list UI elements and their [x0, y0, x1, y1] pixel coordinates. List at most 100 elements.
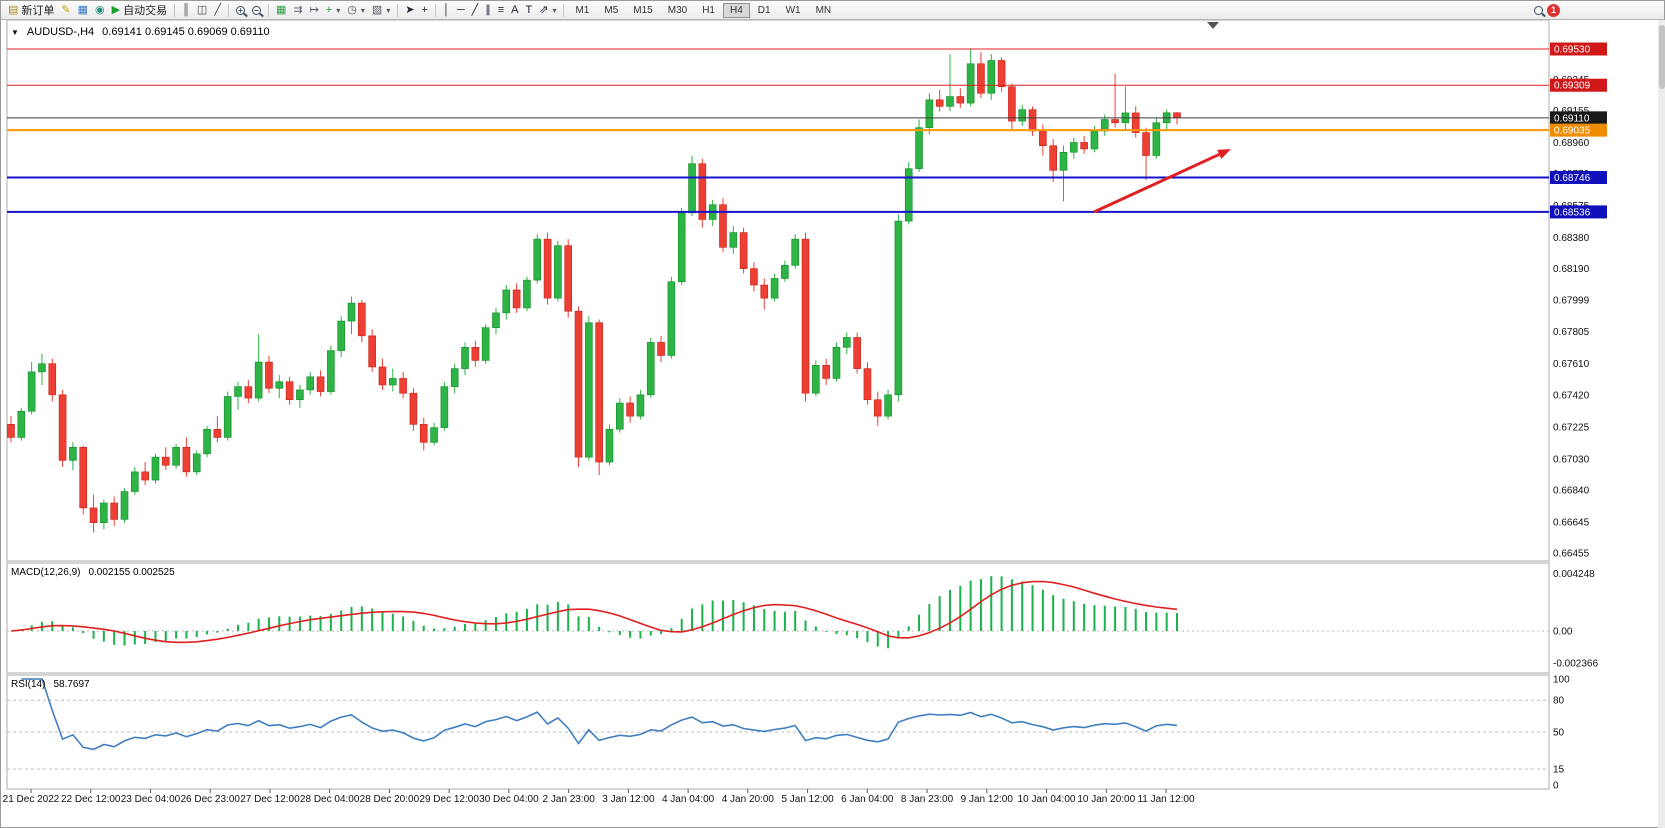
svg-text:50: 50	[1553, 728, 1565, 739]
candlestick-chart-icon[interactable]: ◫	[194, 2, 210, 19]
macd-label-row: MACD(12,26,9) 0.002155 0.002525	[11, 567, 175, 578]
svg-text:80: 80	[1553, 696, 1565, 707]
vertical-line-icon[interactable]: │	[440, 2, 453, 19]
bar-chart-icon[interactable]: ║	[179, 2, 193, 19]
text-icon[interactable]: A	[508, 2, 521, 19]
svg-text:0.67225: 0.67225	[1553, 422, 1590, 433]
price-lines[interactable]	[7, 48, 1549, 213]
chart-symbol-period: AUDUSD-,H4	[26, 26, 95, 38]
label-icon-glyph: T	[525, 3, 533, 16]
svg-text:26 Dec 23:00: 26 Dec 23:00	[180, 794, 240, 805]
autotrading-button[interactable]: ▶ 自动交易	[109, 2, 170, 19]
current-price-line-badge: 0.69110	[1550, 111, 1607, 125]
channel-icon[interactable]: ∥	[482, 2, 494, 19]
zoom-in-icon-glyph: +	[235, 5, 245, 15]
svg-text:30 Dec 04:00: 30 Dec 04:00	[479, 794, 539, 805]
svg-text:0.67420: 0.67420	[1553, 390, 1590, 401]
metaeditor-icon[interactable]: ✎	[58, 2, 73, 19]
crosshair-icon[interactable]: +	[419, 2, 431, 19]
chart-shift-icon[interactable]: ↦	[307, 2, 322, 19]
periods-icon-caret[interactable]: ▾	[360, 5, 365, 15]
svg-text:0.69110: 0.69110	[1554, 113, 1590, 124]
toolbar-separator	[563, 3, 565, 17]
fibonacci-icon-glyph: ≡	[497, 3, 505, 16]
svg-text:21 Dec 2022: 21 Dec 2022	[3, 794, 60, 805]
svg-text:28 Dec 20:00: 28 Dec 20:00	[360, 794, 420, 805]
cursor-icon[interactable]: ➤	[402, 2, 417, 19]
metaeditor-icon-glyph: ✎	[61, 3, 71, 16]
svg-text:0.68746: 0.68746	[1554, 173, 1591, 184]
main-toolbar: ▤ 新订单 ✎ ▦ ◉ ▶ 自动交易 ║ ◫ ╱ + − ▦ ⇉ ↦ + ▾ ◷ ▾ ▧ ▾ ➤ + │ ─ ╱ ∥ ≡ A T ⇗ ▾ M1 M…	[1, 1, 1664, 20]
rsi-label-row: RSI(14) 58.7697	[11, 679, 90, 690]
line-chart-icon[interactable]: ╱	[211, 2, 224, 19]
one-click-trading-toggle[interactable]: ▼	[11, 27, 19, 37]
svg-text:0.68190: 0.68190	[1553, 264, 1590, 275]
indicators-icon-glyph: +	[325, 3, 333, 16]
trendline-icon[interactable]: ╱	[469, 2, 482, 19]
arrows-icon-glyph: ⇗	[539, 3, 549, 16]
svg-text:3 Jan 12:00: 3 Jan 12:00	[602, 794, 655, 805]
periods-icon[interactable]: ◷ ▾	[344, 2, 368, 19]
vertical-line-icon-glyph: │	[442, 3, 450, 16]
timeframe-m30-button[interactable]: M30	[667, 4, 688, 16]
svg-text:-0.002366: -0.002366	[1553, 658, 1598, 669]
signals-icon[interactable]: ◉	[92, 2, 108, 19]
text-icon-glyph: A	[511, 3, 519, 16]
templates-icon-caret[interactable]: ▾	[386, 5, 391, 15]
timeframe-mn-button[interactable]: MN	[815, 4, 832, 16]
svg-text:0: 0	[1553, 781, 1559, 792]
toolbar-separator	[267, 3, 269, 17]
market-icon-glyph: ▦	[77, 3, 89, 16]
auto-scroll-icon[interactable]: ⇉	[290, 2, 305, 19]
zoom-out-icon[interactable]: −	[249, 2, 264, 19]
trend-arrow[interactable]	[1093, 149, 1231, 214]
svg-text:0.66645: 0.66645	[1553, 517, 1590, 528]
arrows-icon-caret[interactable]: ▾	[552, 5, 557, 15]
tile-windows-icon[interactable]: ▦	[273, 2, 289, 19]
timeframe-m15-button[interactable]: M15	[633, 4, 653, 16]
periods-icon-glyph: ◷	[347, 3, 357, 16]
horizontal-line-icon[interactable]: ─	[454, 2, 468, 19]
indicators-icon[interactable]: + ▾	[323, 2, 343, 19]
pivot-line-badge: 0.69035	[1550, 123, 1607, 137]
market-icon[interactable]: ▦	[75, 2, 91, 19]
label-icon[interactable]: T	[523, 2, 536, 19]
svg-text:8 Jan 23:00: 8 Jan 23:00	[901, 794, 954, 805]
timeframe-h1-button[interactable]: H1	[702, 4, 715, 16]
timeframe-h4-button[interactable]: H4	[722, 2, 750, 18]
svg-text:10 Jan 04:00: 10 Jan 04:00	[1018, 794, 1076, 805]
chart-shift-marker[interactable]	[1207, 22, 1219, 29]
svg-text:5 Jan 12:00: 5 Jan 12:00	[781, 794, 834, 805]
indicators-icon-caret[interactable]: ▾	[336, 5, 341, 15]
svg-text:9 Jan 12:00: 9 Jan 12:00	[961, 794, 1014, 805]
timeframe-m1-button[interactable]: M1	[575, 4, 590, 16]
timeframe-w1-button[interactable]: W1	[785, 4, 801, 16]
rsi-pane: 100 80 50 15 0	[7, 675, 1570, 792]
support-line-2-badge: 0.68536	[1550, 205, 1607, 219]
vertical-scrollbar[interactable]	[1658, 20, 1665, 828]
notification-badge[interactable]: 1	[1547, 3, 1560, 17]
svg-text:10 Jan 20:00: 10 Jan 20:00	[1077, 794, 1135, 805]
new-order-button[interactable]: ▤ 新订单	[5, 2, 57, 19]
templates-icon[interactable]: ▧ ▾	[369, 2, 393, 19]
time-axis[interactable]: 21 Dec 2022 22 Dec 12:00 23 Dec 04:00 26 De…	[3, 789, 1195, 805]
svg-text:0.66840: 0.66840	[1553, 485, 1590, 496]
svg-text:0.68536: 0.68536	[1554, 207, 1591, 218]
svg-text:15: 15	[1553, 765, 1565, 776]
svg-text:0.66455: 0.66455	[1553, 549, 1590, 560]
signals-icon-glyph: ◉	[95, 3, 105, 16]
candlestick-chart-icon-glyph: ◫	[196, 3, 208, 16]
arrows-icon[interactable]: ⇗ ▾	[536, 2, 559, 19]
fibonacci-icon[interactable]: ≡	[495, 2, 507, 19]
scrollbar-track[interactable]	[1658, 20, 1665, 828]
rsi-indicator-value: 58.7697	[53, 679, 90, 690]
zoom-in-icon[interactable]: +	[233, 2, 248, 19]
timeframe-m5-button[interactable]: M5	[604, 4, 619, 16]
scrollbar-thumb[interactable]	[1659, 25, 1665, 89]
search-icon[interactable]	[1531, 2, 1546, 19]
svg-text:27 Dec 12:00: 27 Dec 12:00	[240, 794, 300, 805]
timeframe-d1-button[interactable]: D1	[757, 4, 771, 16]
svg-text:23 Dec 04:00: 23 Dec 04:00	[121, 794, 181, 805]
svg-text:11 Jan 12:00: 11 Jan 12:00	[1137, 794, 1195, 805]
